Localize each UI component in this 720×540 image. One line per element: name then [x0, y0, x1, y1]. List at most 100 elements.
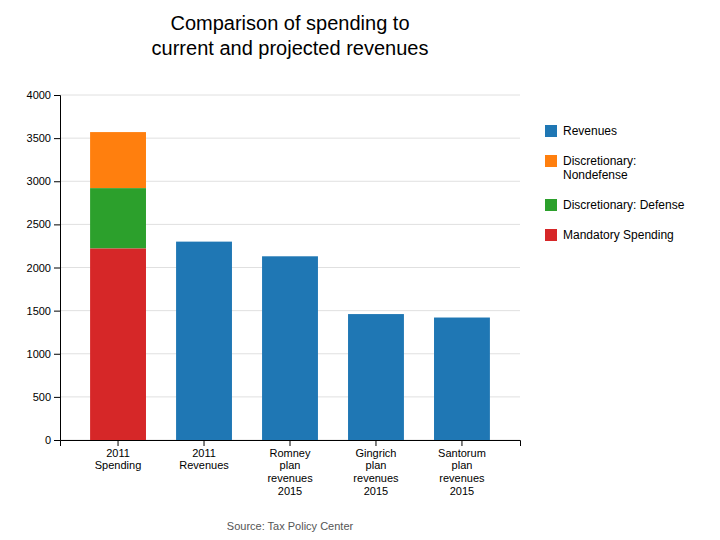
legend-label: Discretionary: Defense [563, 198, 685, 212]
tick: Romneyplanrevenues2015 [267, 440, 313, 497]
plot: 0 500 1000 1500 2000 2500 3000 3500 4000 2011Spen… [27, 89, 521, 497]
title-line: current and projected revenues [152, 37, 429, 59]
tick: 2500 [27, 218, 60, 230]
tick-label: 2011Spending [95, 447, 142, 472]
tick: 3000 [27, 175, 60, 187]
tick-label: 2500 [27, 218, 51, 230]
legend-label-line: Nondefense [563, 168, 628, 182]
tick-mark [54, 95, 60, 96]
tick-mark [54, 268, 60, 269]
tick-label-line: Romney [270, 447, 311, 459]
tick: 500 [33, 391, 60, 403]
title: Comparison of spending tocurrent and pro… [152, 12, 429, 59]
grid [60, 95, 520, 440]
legend-label-line: Discretionary: [563, 154, 636, 168]
tick: 3500 [27, 132, 60, 144]
tick: 2011Revenues [179, 440, 229, 471]
tick: 1500 [27, 305, 60, 317]
tick-label: 500 [33, 391, 51, 403]
series [90, 132, 146, 188]
tick-label: 0 [45, 434, 51, 446]
tick-label: Gingrichplanrevenues2015 [353, 447, 399, 497]
tick: 2000 [27, 262, 60, 274]
tick-mark [290, 440, 291, 446]
bar [348, 314, 404, 440]
bar [262, 440, 318, 441]
bar [176, 440, 232, 441]
legend-item: Discretionary:Nondefense [545, 154, 636, 182]
tick-mark [54, 181, 60, 182]
tick-mark [54, 311, 60, 312]
tick-label: 2000 [27, 262, 51, 274]
tick-label-line: plan [280, 459, 301, 471]
tick-label-line: 2015 [450, 485, 474, 497]
legend-item: Mandatory Spending [545, 228, 674, 242]
grid-line [60, 95, 520, 96]
tick-label-line: Revenues [179, 459, 229, 471]
bar [176, 440, 232, 441]
legend-item: Discretionary: Defense [545, 198, 685, 212]
tick-mark [54, 354, 60, 355]
tick-label: 3500 [27, 132, 51, 144]
chart: 0 500 1000 1500 2000 2500 3000 3500 4000 2011Spen… [0, 0, 720, 540]
y-axis: 0 500 1000 1500 2000 2500 3000 3500 4000 [27, 89, 61, 446]
tick: 2011Spending [95, 440, 142, 471]
bar [348, 440, 404, 441]
legend-label: Mandatory Spending [563, 228, 674, 242]
series [90, 188, 146, 248]
tick-label-line: plan [366, 459, 387, 471]
tick-mark [54, 138, 60, 139]
legend-swatch [545, 229, 557, 241]
legend-label: Revenues [563, 124, 617, 138]
bar [262, 256, 318, 440]
bar [348, 440, 404, 441]
series [176, 242, 490, 440]
tick-mark [54, 440, 60, 441]
tick-label-line: revenues [353, 472, 399, 484]
annotation: Source: Tax Policy Center [227, 520, 354, 532]
tick-label-line: Gingrich [355, 447, 396, 459]
tick-label: 1000 [27, 348, 51, 360]
axis-line [54, 96, 61, 441]
legend-label-line: Mandatory Spending [563, 228, 674, 242]
tick: 0 [45, 434, 60, 446]
bar [90, 188, 146, 248]
tick-label: 3000 [27, 175, 51, 187]
series [90, 249, 146, 440]
bar [348, 440, 404, 441]
tick-label: 4000 [27, 89, 51, 101]
tick-label: Romneyplanrevenues2015 [267, 447, 313, 497]
legend-swatch [545, 155, 557, 167]
legend-swatch [545, 199, 557, 211]
bars [90, 132, 490, 440]
bar [90, 249, 146, 440]
tick-mark [54, 224, 60, 225]
bar [90, 132, 146, 188]
x-axis: 2011Spending2011RevenuesRomneyplanrevenu… [61, 440, 521, 497]
bar [262, 440, 318, 441]
tick-label-line: Santorum [438, 447, 486, 459]
tick-label-line: 2011 [106, 447, 130, 459]
tick-mark [204, 440, 205, 446]
bar [176, 242, 232, 440]
legend-label: Discretionary:Nondefense [563, 154, 636, 182]
legend-label-line: Discretionary: Defense [563, 198, 685, 212]
legend-item: Revenues [545, 124, 617, 138]
legend-swatch [545, 125, 557, 137]
tick-label-line: 2011 [192, 447, 216, 459]
bar [176, 440, 232, 441]
legend-label-line: Revenues [563, 124, 617, 138]
tick-mark [461, 440, 462, 446]
bar [434, 440, 490, 441]
tick-label: 1500 [27, 305, 51, 317]
tick: 4000 [27, 89, 60, 101]
tick-label-line: 2015 [364, 485, 388, 497]
tick: 1000 [27, 348, 60, 360]
tick-label: 2011Revenues [179, 447, 229, 472]
legend: RevenuesDiscretionary:NondefenseDiscreti… [545, 124, 685, 242]
bar [434, 440, 490, 441]
axis-line [61, 441, 521, 447]
tick: Santorumplanrevenues2015 [438, 440, 486, 497]
tick-mark [54, 397, 60, 398]
tick: Gingrichplanrevenues2015 [353, 440, 399, 497]
